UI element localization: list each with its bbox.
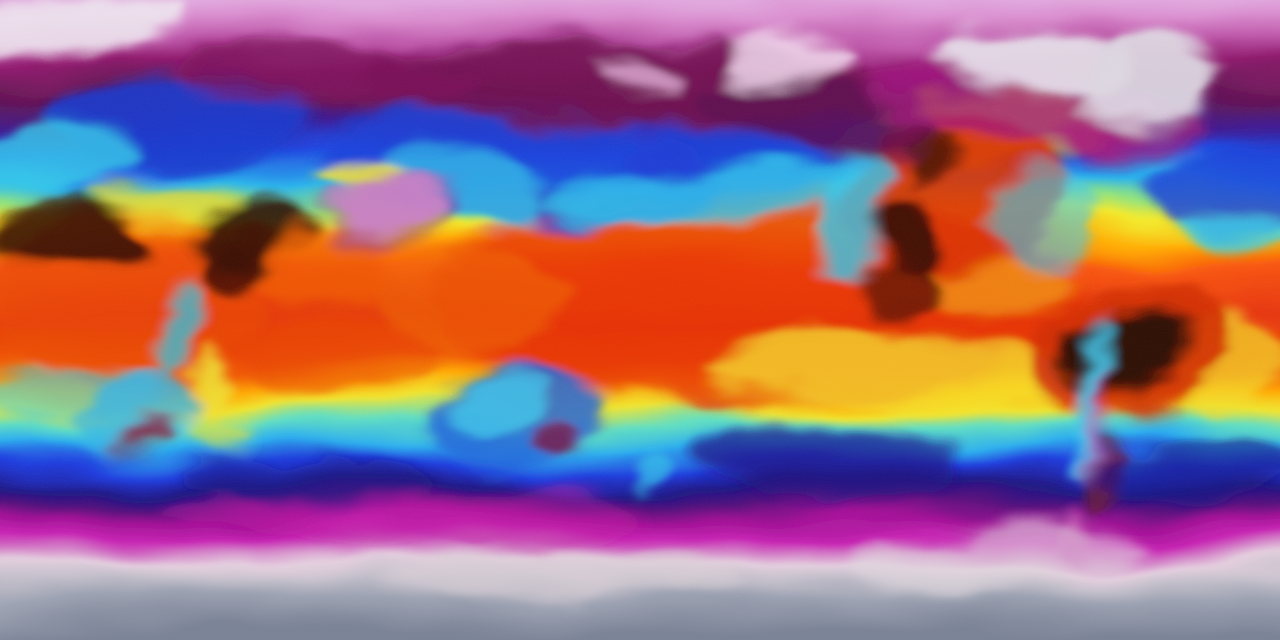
global-temperature-map <box>0 0 1280 640</box>
texture-grain-overlay <box>0 0 1280 640</box>
world-map-canvas <box>0 0 1280 640</box>
